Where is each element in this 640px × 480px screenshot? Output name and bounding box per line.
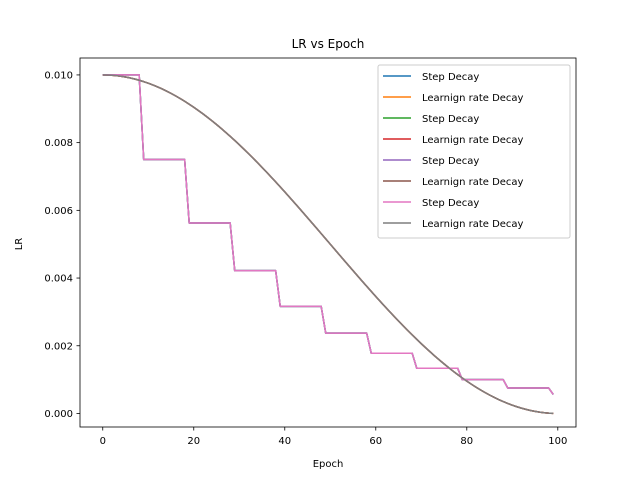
x-axis-label: Epoch bbox=[313, 459, 344, 470]
legend-label-6: Learnign rate Decay bbox=[422, 177, 524, 188]
x-axis: 0 20 40 60 80 100 bbox=[100, 427, 567, 447]
x-tick-label: 20 bbox=[187, 436, 200, 447]
legend-label-3: Step Decay bbox=[422, 114, 479, 125]
y-axis: 0.000 0.002 0.004 0.006 0.008 0.010 bbox=[44, 70, 80, 420]
legend-label-7: Step Decay bbox=[422, 198, 479, 209]
legend-label-4: Learnign rate Decay bbox=[422, 135, 524, 146]
legend-label-8: Learnign rate Decay bbox=[422, 219, 524, 230]
x-tick-label: 80 bbox=[460, 436, 473, 447]
legend-label-1: Step Decay bbox=[422, 72, 479, 83]
legend-label-5: Step Decay bbox=[422, 156, 479, 167]
y-tick-label: 0.000 bbox=[44, 409, 73, 420]
x-tick-label: 100 bbox=[548, 436, 567, 447]
y-tick-label: 0.004 bbox=[44, 274, 73, 285]
y-tick-label: 0.008 bbox=[44, 138, 73, 149]
x-tick-label: 40 bbox=[278, 436, 291, 447]
chart-title: LR vs Epoch bbox=[292, 37, 365, 51]
y-tick-label: 0.010 bbox=[44, 70, 73, 81]
x-tick-label: 60 bbox=[369, 436, 382, 447]
series-line-7 bbox=[102, 74, 554, 395]
axes-frame bbox=[79, 57, 577, 428]
series-line-8 bbox=[102, 74, 554, 415]
x-tick-label: 0 bbox=[100, 436, 106, 447]
plot-area bbox=[79, 57, 577, 428]
y-tick-label: 0.006 bbox=[44, 206, 73, 217]
legend: Step Decay Learnign rate Decay Step Decay L… bbox=[377, 64, 571, 239]
legend-box bbox=[377, 64, 571, 239]
legend-label-2: Learnign rate Decay bbox=[422, 93, 524, 104]
y-axis-label: LR bbox=[14, 238, 25, 251]
y-tick-label: 0.002 bbox=[44, 341, 73, 352]
